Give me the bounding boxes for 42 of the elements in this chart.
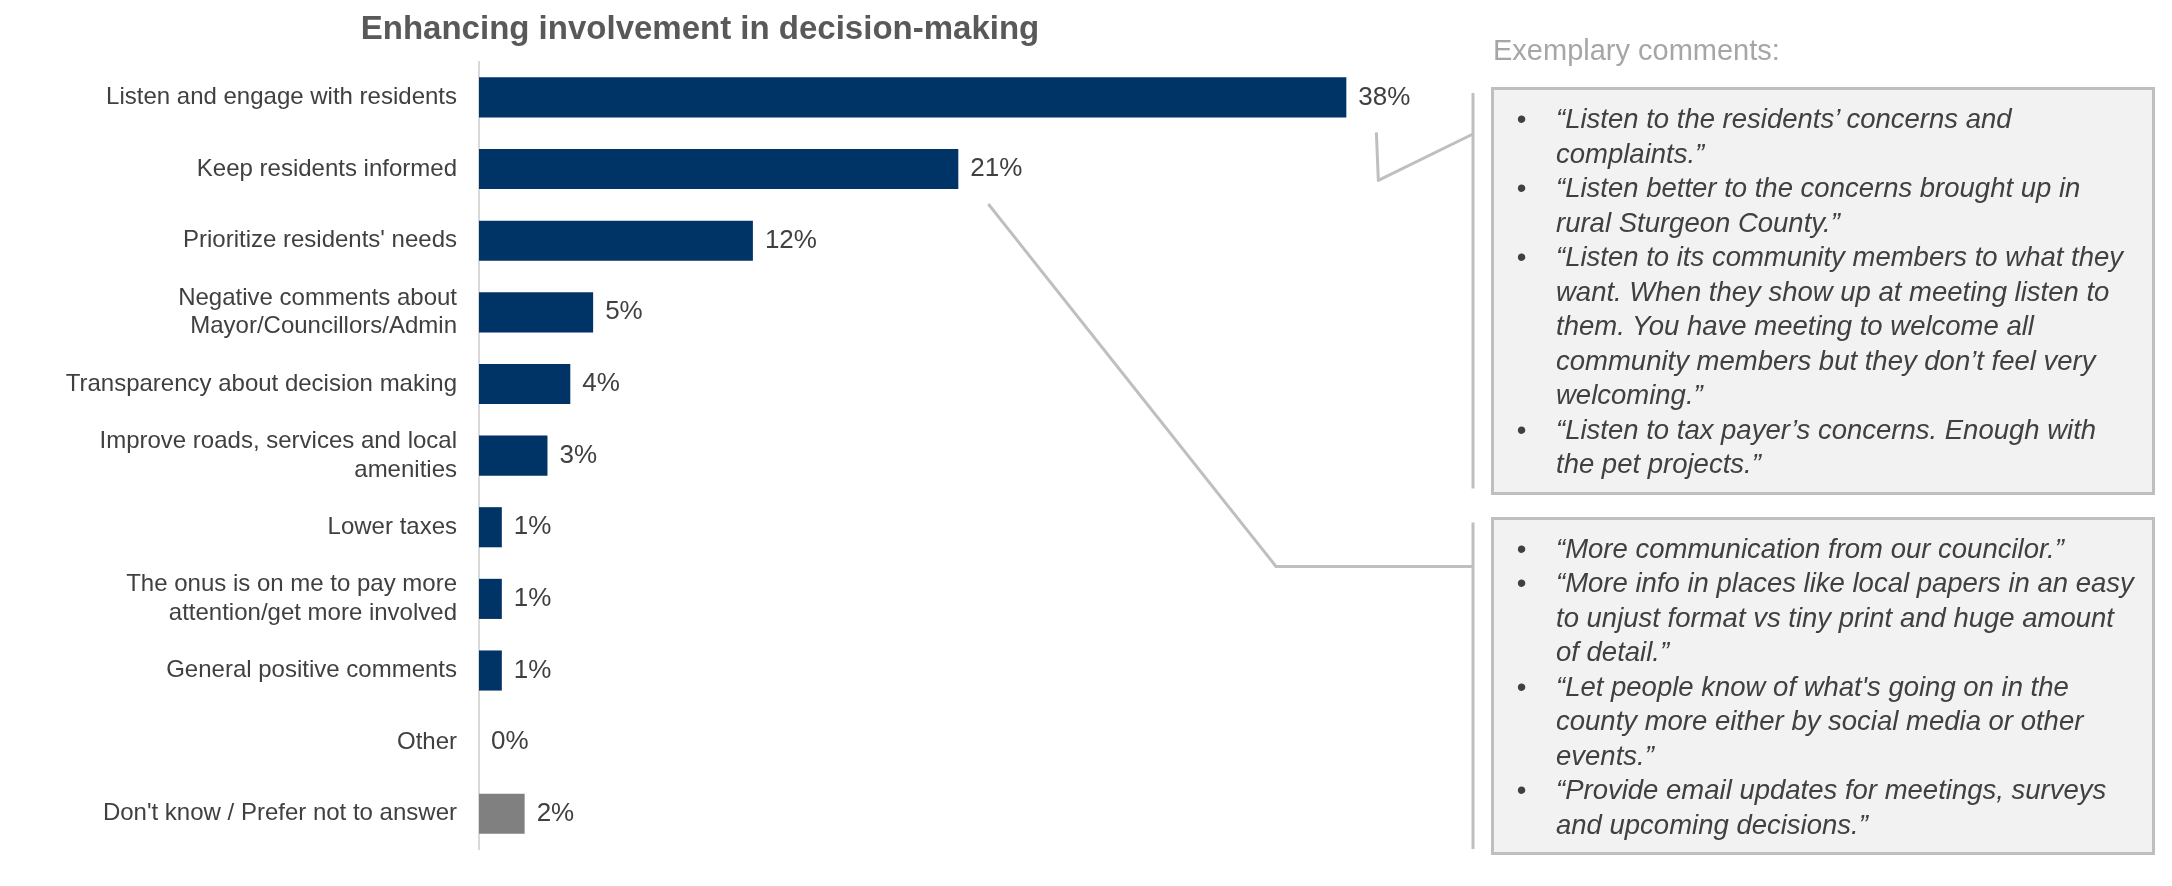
data-label: 0%	[491, 725, 529, 756]
text: Exemplary comments:	[1493, 34, 1781, 67]
y-tick-label: Don't know / Prefer not to answer	[102, 798, 457, 826]
y-tick-label: Keep residents informed	[196, 153, 457, 181]
text: • “Listen to its community members to what they want. When they show up at meeting listen to them. You have meeting to welcome all community members but they don’t feel very welcoming.”	[1515, 240, 2125, 412]
bar	[479, 650, 502, 691]
y-tick-label: General positive comments	[166, 655, 457, 683]
y-tick-label: Negative comments about Mayor/Councillors/Admin	[178, 282, 458, 339]
bar	[479, 77, 1347, 118]
bar	[479, 507, 502, 548]
bar	[479, 220, 753, 261]
y-tick-label: Other	[396, 726, 457, 754]
bar	[479, 149, 959, 190]
y-tick-label: The onus is on me to pay more attention/get more involved	[126, 569, 457, 625]
data-label: 1%	[513, 510, 552, 541]
data-label: 4%	[582, 367, 620, 398]
data-label: 21%	[970, 152, 1023, 183]
bar	[479, 578, 502, 619]
bar	[479, 435, 548, 476]
text: • “Listen to the residents’ concerns and complaints.”	[1515, 102, 2014, 171]
chart-title: Enhancing involvement in decision-making	[360, 8, 1040, 46]
bar	[479, 793, 525, 834]
text: • “Provide email updates for meetings, surveys and upcoming decisions.”	[1515, 773, 2108, 842]
y-tick-label: Lower taxes	[327, 511, 457, 539]
data-label: 2%	[536, 796, 575, 827]
data-label: 3%	[559, 438, 598, 469]
text: • “More communication from our councilor.”	[1515, 531, 2064, 566]
y-tick-label: Listen and engage with residents	[106, 82, 457, 110]
data-label: 5%	[605, 295, 643, 326]
bar	[479, 292, 594, 333]
text: • “More info in places like local papers in an easy to unjust format vs tiny print and huge amount of detail.”	[1515, 566, 2136, 669]
y-tick-label: Prioritize residents' needs	[182, 225, 457, 253]
data-label: 1%	[513, 653, 552, 684]
data-label: 12%	[764, 223, 817, 254]
bar	[479, 363, 571, 405]
text: • “Listen to tax payer’s concerns. Enough with the pet projects.”	[1515, 412, 2098, 481]
y-tick-label: Improve roads, services and local amenities	[99, 425, 457, 482]
data-label: 38%	[1358, 80, 1411, 111]
text: • “Let people know of what's going on in the county more either by social media or other events.”	[1515, 669, 2086, 773]
y-tick-label: Transparency about decision making	[65, 368, 457, 396]
data-label: 1%	[513, 582, 552, 613]
text: • “Listen better to the concerns brought up in rural Sturgeon County.”	[1515, 171, 2082, 240]
